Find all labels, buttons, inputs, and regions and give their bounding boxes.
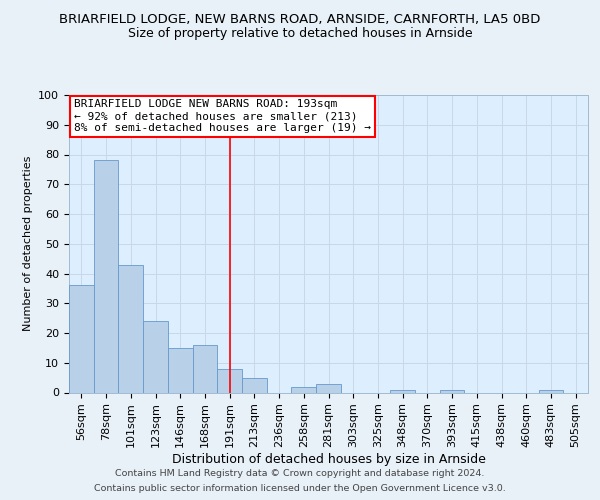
Bar (292, 386, 316, 392)
Text: Contains HM Land Registry data © Crown copyright and database right 2024.: Contains HM Land Registry data © Crown c… (115, 469, 485, 478)
Bar (69, 286, 94, 393)
Bar (390, 390, 415, 392)
Bar (316, 384, 341, 392)
Text: BRIARFIELD LODGE, NEW BARNS ROAD, ARNSIDE, CARNFORTH, LA5 0BD: BRIARFIELD LODGE, NEW BARNS ROAD, ARNSID… (59, 12, 541, 26)
Text: Size of property relative to detached houses in Arnside: Size of property relative to detached ho… (128, 28, 472, 40)
Bar (94, 160, 118, 392)
Bar (118, 264, 143, 392)
Bar (242, 378, 267, 392)
Bar (539, 390, 563, 392)
Text: BRIARFIELD LODGE NEW BARNS ROAD: 193sqm
← 92% of detached houses are smaller (21: BRIARFIELD LODGE NEW BARNS ROAD: 193sqm … (74, 100, 371, 132)
Bar (440, 390, 464, 392)
Bar (193, 345, 217, 393)
Bar (168, 348, 193, 393)
X-axis label: Distribution of detached houses by size in Arnside: Distribution of detached houses by size … (172, 453, 485, 466)
Y-axis label: Number of detached properties: Number of detached properties (23, 156, 33, 332)
Text: Contains public sector information licensed under the Open Government Licence v3: Contains public sector information licen… (94, 484, 506, 493)
Bar (143, 321, 168, 392)
Bar (217, 368, 242, 392)
